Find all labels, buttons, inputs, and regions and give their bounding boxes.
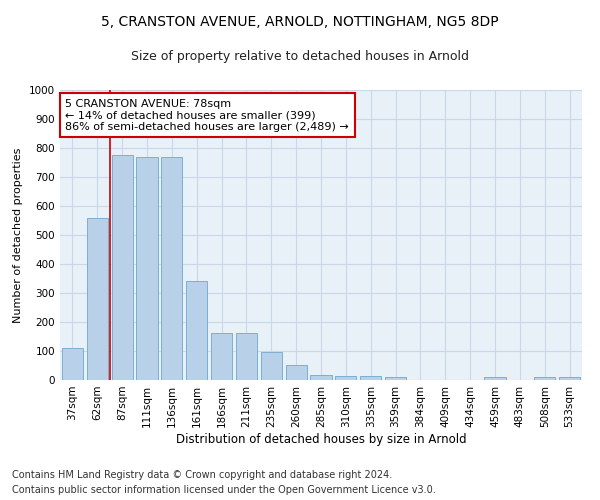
- X-axis label: Distribution of detached houses by size in Arnold: Distribution of detached houses by size …: [176, 432, 466, 446]
- Y-axis label: Number of detached properties: Number of detached properties: [13, 148, 23, 322]
- Bar: [236, 332, 257, 380]
- Bar: [335, 376, 356, 380]
- Bar: [559, 377, 580, 380]
- Text: Contains HM Land Registry data © Crown copyright and database right 2024.: Contains HM Land Registry data © Crown c…: [12, 470, 392, 480]
- Bar: [112, 155, 133, 380]
- Bar: [534, 377, 555, 380]
- Bar: [484, 377, 506, 380]
- Text: Contains public sector information licensed under the Open Government Licence v3: Contains public sector information licen…: [12, 485, 436, 495]
- Text: 5 CRANSTON AVENUE: 78sqm
← 14% of detached houses are smaller (399)
86% of semi-: 5 CRANSTON AVENUE: 78sqm ← 14% of detach…: [65, 98, 349, 132]
- Bar: [161, 158, 182, 380]
- Bar: [136, 156, 158, 380]
- Bar: [310, 375, 332, 380]
- Text: 5, CRANSTON AVENUE, ARNOLD, NOTTINGHAM, NG5 8DP: 5, CRANSTON AVENUE, ARNOLD, NOTTINGHAM, …: [101, 15, 499, 29]
- Text: Size of property relative to detached houses in Arnold: Size of property relative to detached ho…: [131, 50, 469, 63]
- Bar: [261, 352, 282, 380]
- Bar: [87, 218, 108, 380]
- Bar: [286, 365, 307, 380]
- Bar: [211, 332, 232, 380]
- Bar: [62, 348, 83, 380]
- Bar: [186, 280, 207, 380]
- Bar: [360, 376, 381, 380]
- Bar: [385, 377, 406, 380]
